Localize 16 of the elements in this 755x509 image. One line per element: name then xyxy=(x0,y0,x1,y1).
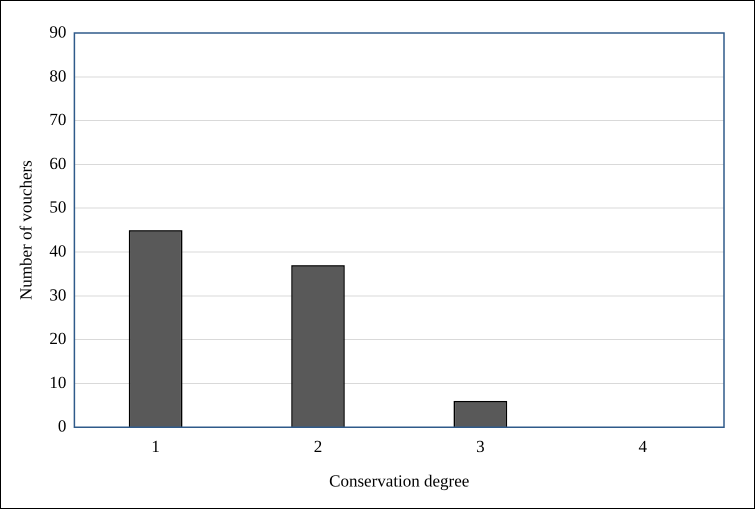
x-tick-label: 2 xyxy=(314,436,322,456)
y-axis-title: Number of vouchers xyxy=(16,160,36,300)
y-tick-label: 50 xyxy=(49,198,66,217)
x-axis-title: Conservation degree xyxy=(329,471,470,490)
x-tick-label: 1 xyxy=(151,436,160,456)
x-tick-label: 3 xyxy=(476,436,485,456)
y-tick-label: 10 xyxy=(49,372,66,392)
y-tick-label: 0 xyxy=(58,416,66,436)
y-tick-label: 30 xyxy=(49,285,66,304)
y-tick-label: 80 xyxy=(49,66,66,86)
y-tick-label: 90 xyxy=(49,22,66,42)
y-tick-label: 20 xyxy=(49,329,66,348)
y-tick-label: 60 xyxy=(49,154,66,173)
x-tick-label: 4 xyxy=(638,436,648,456)
y-tick-label: 40 xyxy=(49,241,66,260)
y-tick-label: 70 xyxy=(49,110,66,130)
